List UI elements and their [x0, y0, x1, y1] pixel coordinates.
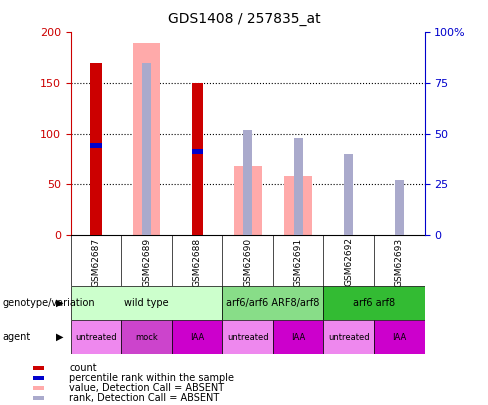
- Text: IAA: IAA: [392, 333, 407, 342]
- Text: GDS1408 / 257835_at: GDS1408 / 257835_at: [168, 12, 320, 26]
- Bar: [33, 376, 44, 380]
- Text: wild type: wild type: [124, 298, 169, 308]
- Bar: [374, 320, 425, 354]
- Bar: [243, 130, 252, 235]
- Text: mock: mock: [135, 333, 158, 342]
- Bar: [324, 286, 425, 320]
- Text: untreated: untreated: [328, 333, 369, 342]
- Text: agent: agent: [2, 332, 31, 342]
- Text: count: count: [69, 363, 97, 373]
- Bar: [285, 176, 312, 235]
- Bar: [324, 320, 374, 354]
- Bar: [71, 320, 122, 354]
- Text: ▶: ▶: [56, 298, 63, 308]
- Bar: [294, 138, 303, 235]
- Bar: [71, 286, 223, 320]
- Bar: [33, 386, 44, 390]
- Bar: [122, 320, 172, 354]
- Bar: [33, 366, 44, 370]
- Bar: [192, 83, 203, 235]
- Bar: [90, 143, 102, 148]
- Text: GSM62689: GSM62689: [142, 237, 151, 287]
- Text: IAA: IAA: [291, 333, 305, 342]
- Text: GSM62687: GSM62687: [92, 237, 101, 287]
- Bar: [344, 154, 353, 235]
- Text: arf6 arf8: arf6 arf8: [353, 298, 395, 308]
- Bar: [223, 286, 324, 320]
- Text: value, Detection Call = ABSENT: value, Detection Call = ABSENT: [69, 383, 224, 393]
- Bar: [90, 63, 102, 235]
- Text: IAA: IAA: [190, 333, 204, 342]
- Text: GSM62690: GSM62690: [243, 237, 252, 287]
- Text: untreated: untreated: [75, 333, 117, 342]
- Text: GSM62692: GSM62692: [344, 237, 353, 286]
- Bar: [133, 43, 161, 235]
- Bar: [223, 320, 273, 354]
- Text: untreated: untreated: [227, 333, 268, 342]
- Bar: [142, 63, 151, 235]
- Bar: [234, 166, 262, 235]
- Text: percentile rank within the sample: percentile rank within the sample: [69, 373, 234, 383]
- Bar: [192, 149, 203, 154]
- Text: rank, Detection Call = ABSENT: rank, Detection Call = ABSENT: [69, 393, 220, 403]
- Text: GSM62693: GSM62693: [395, 237, 404, 287]
- Text: arf6/arf6 ARF8/arf8: arf6/arf6 ARF8/arf8: [226, 298, 320, 308]
- Bar: [273, 320, 324, 354]
- Bar: [172, 320, 223, 354]
- Text: GSM62688: GSM62688: [193, 237, 202, 287]
- Bar: [395, 180, 404, 235]
- Text: ▶: ▶: [56, 332, 63, 342]
- Text: genotype/variation: genotype/variation: [2, 298, 95, 308]
- Text: GSM62691: GSM62691: [294, 237, 303, 287]
- Bar: [33, 396, 44, 400]
